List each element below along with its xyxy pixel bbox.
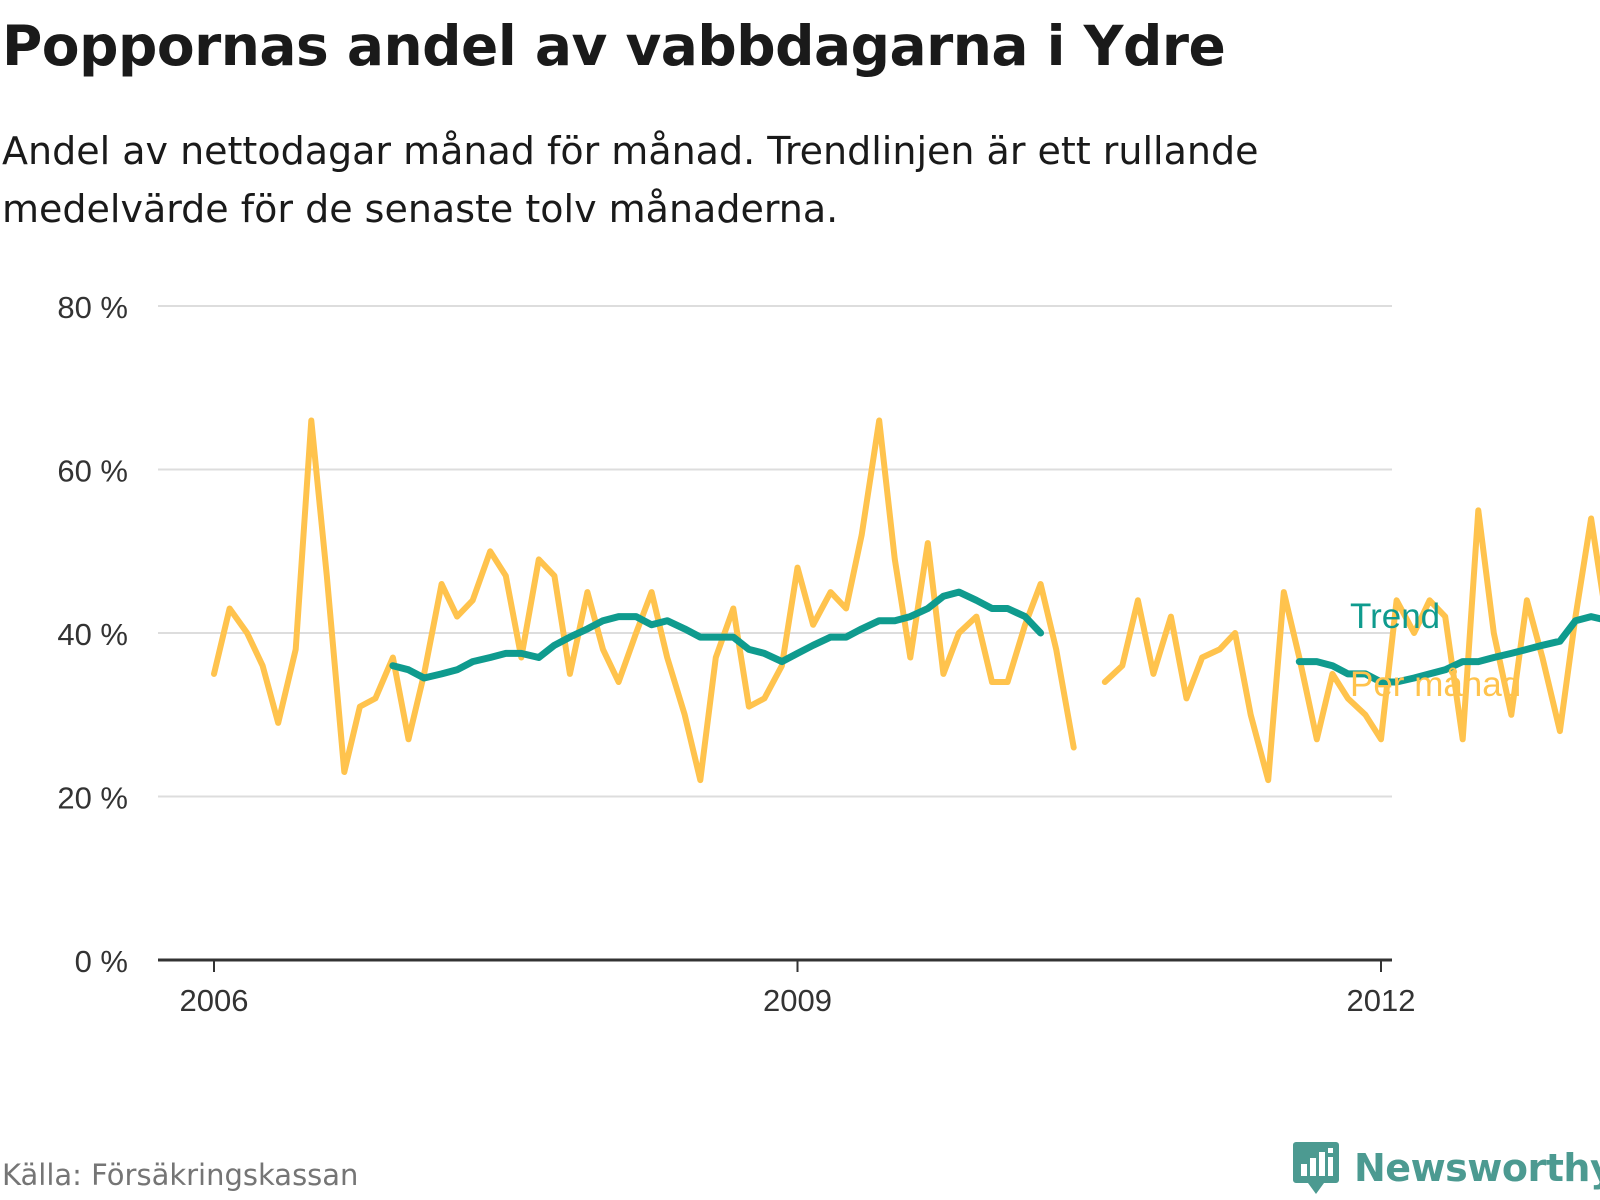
x-axis: 2006200920122015201820212023 (158, 958, 1416, 1018)
x-tick-label: 2006 (180, 983, 249, 1018)
grid-lines (158, 305, 1392, 798)
monthly-series-label: Per månad (1350, 665, 1521, 704)
y-tick-label: 60 % (57, 454, 128, 489)
brand-name: Newsworthy (1354, 1146, 1600, 1190)
brand-logo[interactable]: Newsworthy (1292, 1140, 1600, 1196)
y-axis-ticks: 0 % 20 % 40 % 60 % 80 % (57, 290, 128, 979)
bar-chart-icon (1293, 1142, 1339, 1194)
monthly-series-line-group (211, 417, 1600, 784)
trend-series-line (389, 588, 1045, 682)
source-note: Källa: Försäkringskassan (2, 1158, 359, 1192)
trend-series-label: Trend (1350, 597, 1440, 636)
x-tick-label: 2009 (763, 983, 832, 1018)
chart-title: Poppornas andel av vabbdagarna i Ydre (2, 14, 1226, 78)
y-tick-label: 0 % (75, 944, 128, 979)
y-tick-label: 80 % (57, 290, 128, 325)
trend-series-line-group (389, 588, 1600, 686)
y-tick-label: 20 % (57, 781, 128, 816)
monthly-series-line (211, 417, 1077, 784)
chart-subtitle: Andel av nettodagar månad för månad. Tre… (2, 129, 1259, 231)
x-tick-label: 2012 (1347, 983, 1416, 1018)
monthly-series-line (1101, 507, 1600, 784)
y-tick-label: 40 % (57, 617, 128, 652)
series-lines (211, 417, 1600, 784)
